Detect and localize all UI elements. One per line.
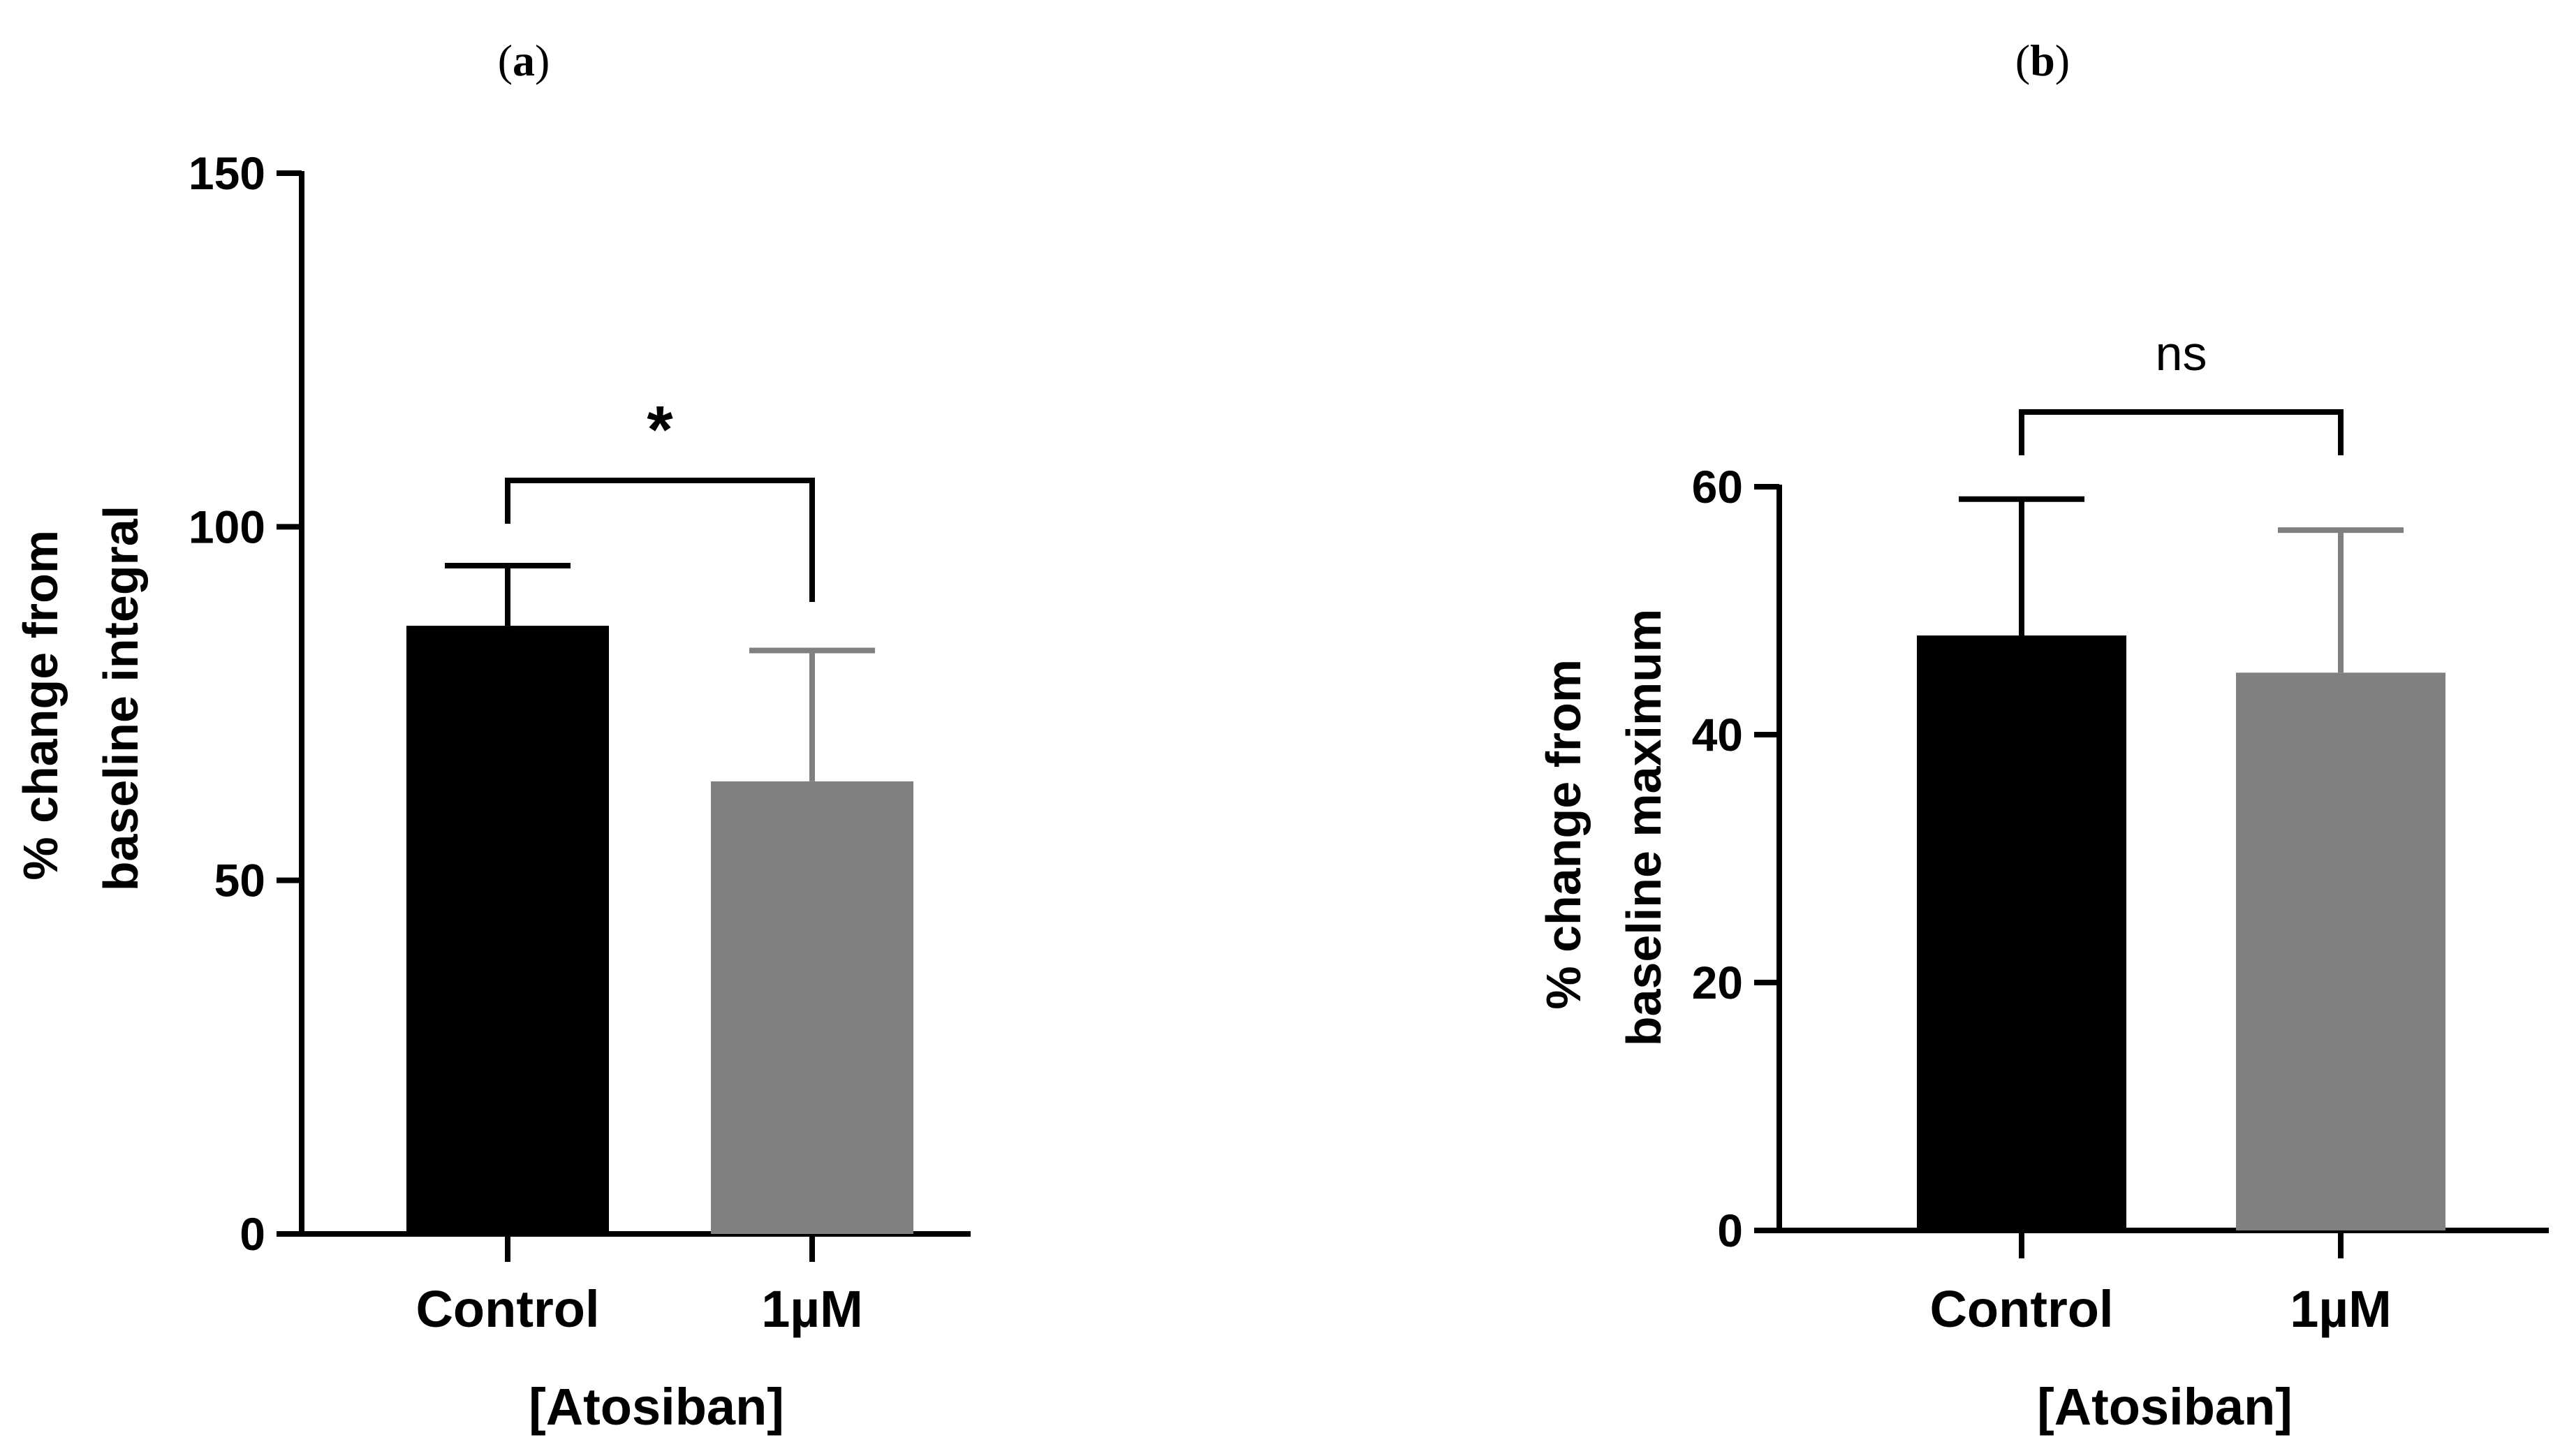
x-axis-title-a: [Atosiban] bbox=[529, 1378, 784, 1436]
x-axis-title-b: [Atosiban] bbox=[2037, 1378, 2293, 1436]
significance-bracket bbox=[505, 478, 815, 602]
chart-panel-b: (b) 0 20 40 60 Control 1µM ns % change from b… bbox=[1536, 36, 2549, 1436]
bar-control bbox=[1917, 635, 2126, 1230]
y-tick-label: 40 bbox=[1692, 709, 1743, 760]
x-tick-label: 1µM bbox=[2290, 1280, 2391, 1338]
chart-panel-a: (a) 0 50 100 150 Control 1µM * % change from … bbox=[13, 36, 971, 1436]
bar-1µm bbox=[711, 781, 913, 1234]
x-tick-label: Control bbox=[415, 1280, 599, 1338]
bars-a: * bbox=[406, 392, 913, 1234]
y-tick-label: 0 bbox=[240, 1208, 265, 1260]
y-axis-b: 0 20 40 60 Control 1µM bbox=[1692, 461, 2549, 1338]
panel-label-a: (a) bbox=[498, 36, 550, 85]
y-tick-label: 60 bbox=[1692, 461, 1743, 513]
x-tick-label: 1µM bbox=[761, 1280, 862, 1338]
significance-label: ns bbox=[2156, 326, 2207, 381]
y-tick-label: 150 bbox=[189, 147, 265, 199]
bars-b: ns bbox=[1917, 326, 2445, 1230]
bar-control bbox=[406, 626, 609, 1234]
y-tick-label: 50 bbox=[214, 855, 265, 906]
y-tick-label: 20 bbox=[1692, 957, 1743, 1008]
y-axis-title-a: % change from baseline integral bbox=[13, 506, 148, 891]
y-axis-a: 0 50 100 150 Control 1µM bbox=[189, 147, 971, 1338]
significance-bracket bbox=[2019, 409, 2344, 455]
y-tick-label: 0 bbox=[1717, 1205, 1743, 1256]
panel-label-b: (b) bbox=[2015, 36, 2070, 85]
x-tick-label: Control bbox=[1929, 1280, 2113, 1338]
y-tick-label: 100 bbox=[189, 501, 265, 552]
y-axis-title-b: % change from baseline maximum bbox=[1536, 609, 1671, 1046]
significance-label: * bbox=[647, 392, 673, 467]
bar-1µm bbox=[2236, 672, 2445, 1230]
